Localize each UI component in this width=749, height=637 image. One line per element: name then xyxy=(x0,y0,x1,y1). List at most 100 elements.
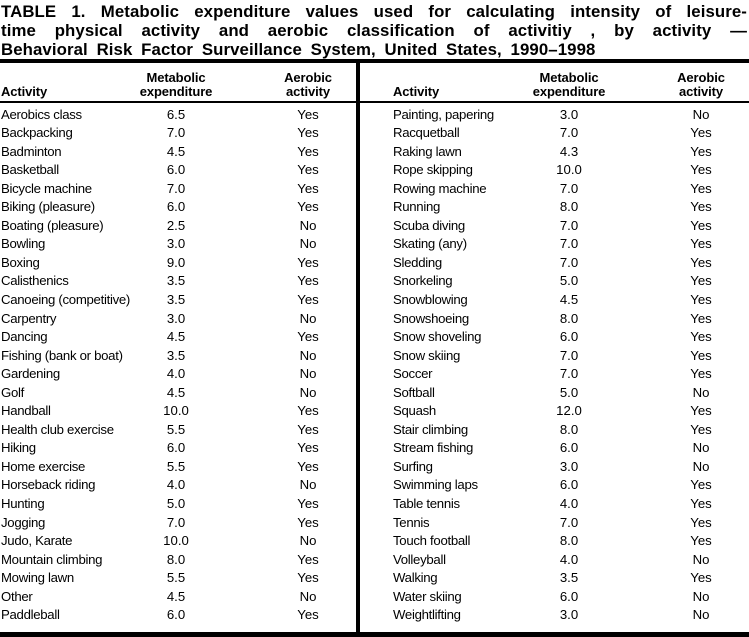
metabolic-expenditure-value: 6.0 xyxy=(166,607,186,623)
aerobic-activity-flag: Yes xyxy=(690,495,712,511)
metabolic-expenditure-value: 6.0 xyxy=(166,162,186,178)
metabolic-expenditure-value: 7.0 xyxy=(559,217,579,233)
header-activity: Activity xyxy=(1,83,48,99)
table-row: Other 4.5 No xyxy=(0,588,356,607)
metabolic-expenditure-value: 7.0 xyxy=(166,125,186,141)
header-aerobic-line1: Aerobic xyxy=(284,70,332,85)
metabolic-expenditure-value: 6.0 xyxy=(559,440,579,456)
activity-name: Golf xyxy=(1,384,24,400)
metabolic-expenditure-value: 6.5 xyxy=(166,106,186,122)
aerobic-activity-flag: No xyxy=(299,236,317,252)
metabolic-expenditure-value: 6.0 xyxy=(559,588,579,604)
metabolic-expenditure-value: 5.0 xyxy=(559,273,579,289)
metabolic-expenditure-value: 12.0 xyxy=(556,403,582,419)
aerobic-activity-flag: Yes xyxy=(297,495,319,511)
aerobic-activity-flag: Yes xyxy=(690,570,712,586)
table-row: Painting, papering 3.0 No xyxy=(360,106,749,125)
aerobic-activity-flag: Yes xyxy=(690,199,712,215)
metabolic-expenditure-value: 5.0 xyxy=(559,384,579,400)
header-metabolic-line2: expenditure xyxy=(139,83,213,99)
aerobic-activity-flag: Yes xyxy=(297,458,319,474)
metabolic-expenditure-value: 3.5 xyxy=(166,347,186,363)
table-row: Paddleball 6.0 Yes xyxy=(0,606,356,625)
table-right-half: Activity Metabolic expenditure Aerobic act… xyxy=(360,63,749,632)
aerobic-activity-flag: Yes xyxy=(297,106,319,122)
metabolic-expenditure-value: 4.5 xyxy=(166,329,186,345)
aerobic-activity-flag: No xyxy=(299,477,317,493)
metabolic-expenditure-value: 4.5 xyxy=(166,588,186,604)
activity-name: Health club exercise xyxy=(1,421,114,437)
activity-name: Boxing xyxy=(1,254,40,270)
activity-name: Snow skiing xyxy=(393,347,461,363)
activity-name: Jogging xyxy=(1,514,46,530)
header-aerobic-line1: Aerobic xyxy=(677,70,725,85)
metabolic-expenditure-value: 7.0 xyxy=(559,366,579,382)
metabolic-expenditure-value: 8.0 xyxy=(559,199,579,215)
activity-name: Badminton xyxy=(1,143,62,159)
table-row: Hunting 5.0 Yes xyxy=(0,495,356,514)
aerobic-activity-flag: No xyxy=(299,384,317,400)
aerobic-activity-flag: Yes xyxy=(690,273,712,289)
aerobic-activity-flag: Yes xyxy=(690,217,712,233)
table-row: Bicycle machine 7.0 Yes xyxy=(0,180,356,199)
aerobic-activity-flag: No xyxy=(692,551,710,567)
header-aerobic-line2: activity xyxy=(285,83,330,99)
metabolic-expenditure-value: 6.0 xyxy=(559,477,579,493)
table-row: Stair climbing 8.0 Yes xyxy=(360,421,749,440)
aerobic-activity-flag: No xyxy=(692,607,710,623)
activity-name: Rowing machine xyxy=(393,180,487,196)
activity-name: Snorkeling xyxy=(393,273,453,289)
aerobic-activity-flag: No xyxy=(299,347,317,363)
table-row: Skating (any) 7.0 Yes xyxy=(360,235,749,254)
activity-name: Paddleball xyxy=(1,607,60,623)
aerobic-activity-flag: Yes xyxy=(297,551,319,567)
metabolic-expenditure-value: 4.5 xyxy=(559,291,579,307)
bottom-rule xyxy=(0,632,749,637)
activity-name: Weightlifting xyxy=(393,607,461,623)
table-row: Weightlifting 3.0 No xyxy=(360,606,749,625)
aerobic-activity-flag: No xyxy=(692,384,710,400)
table-row: Jogging 7.0 Yes xyxy=(0,514,356,533)
aerobic-activity-flag: Yes xyxy=(690,236,712,252)
activity-name: Running xyxy=(393,199,441,215)
column-divider-rule xyxy=(356,63,360,632)
table-left-half: Activity Metabolic expenditure Aerobic act… xyxy=(0,63,356,632)
table-row: Walking 3.5 Yes xyxy=(360,569,749,588)
metabolic-expenditure-value: 5.5 xyxy=(166,570,186,586)
metabolic-expenditure-value: 3.0 xyxy=(166,310,186,326)
activity-rows-left: Aerobics class 6.5 Yes Backpacking 7.0 Yes Bad… xyxy=(0,103,356,625)
table-row: Handball 10.0 Yes xyxy=(0,402,356,421)
aerobic-activity-flag: Yes xyxy=(690,254,712,270)
metabolic-expenditure-value: 3.5 xyxy=(559,570,579,586)
activity-name: Soccer xyxy=(393,366,433,382)
table-row: Boxing 9.0 Yes xyxy=(0,254,356,273)
aerobic-activity-flag: Yes xyxy=(690,403,712,419)
metabolic-expenditure-value: 2.5 xyxy=(166,217,186,233)
metabolic-expenditure-value: 5.0 xyxy=(166,495,186,511)
table-row: Horseback riding 4.0 No xyxy=(0,476,356,495)
table-row: Mountain climbing 8.0 Yes xyxy=(0,551,356,570)
header-aerobic-activity: Aerobic activity xyxy=(221,71,356,98)
metabolic-expenditure-value: 10.0 xyxy=(556,162,582,178)
activity-name: Swimming laps xyxy=(393,477,478,493)
table-row: Gardening 4.0 No xyxy=(0,365,356,384)
activity-name: Boating (pleasure) xyxy=(1,217,104,233)
activity-name: Carpentry xyxy=(1,310,57,326)
metabolic-expenditure-value: 7.0 xyxy=(559,514,579,530)
metabolic-expenditure-value: 5.5 xyxy=(166,421,186,437)
activity-name: Gardening xyxy=(1,366,60,382)
activity-name: Other xyxy=(1,588,33,604)
aerobic-activity-flag: Yes xyxy=(690,514,712,530)
table-row: Snowblowing 4.5 Yes xyxy=(360,291,749,310)
table-row: Scuba diving 7.0 Yes xyxy=(360,217,749,236)
table-row: Softball 5.0 No xyxy=(360,384,749,403)
activity-name: Biking (pleasure) xyxy=(1,199,95,215)
activity-name: Walking xyxy=(393,570,438,586)
aerobic-activity-flag: No xyxy=(299,310,317,326)
metabolic-expenditure-value: 4.0 xyxy=(559,551,579,567)
metabolic-expenditure-value: 3.0 xyxy=(559,106,579,122)
table-row: Aerobics class 6.5 Yes xyxy=(0,106,356,125)
header-metabolic-expenditure: Metabolic expenditure xyxy=(131,71,221,98)
activity-name: Tennis xyxy=(393,514,430,530)
metabolic-expenditure-value: 8.0 xyxy=(559,533,579,549)
